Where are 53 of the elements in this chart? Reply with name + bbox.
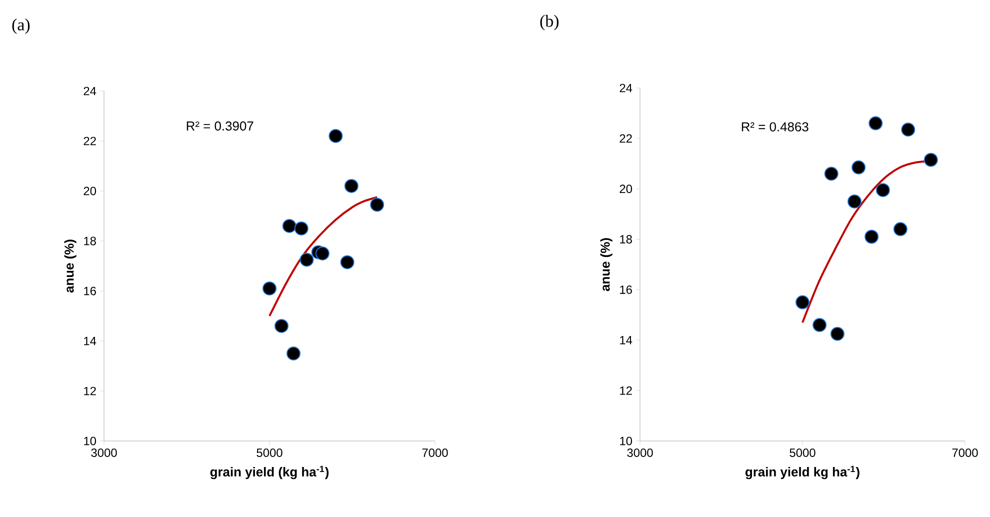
y-tick-label: 10 bbox=[84, 436, 96, 446]
y-tick-label: 12 bbox=[620, 386, 632, 395]
point bbox=[901, 122, 916, 137]
point bbox=[868, 116, 883, 130]
annotation: R² = 0.4863 bbox=[742, 122, 808, 132]
y-tick-label: 24 bbox=[620, 84, 632, 92]
chart-title: (a) bbox=[12, 18, 30, 34]
x-axis-title: grain yield kg ha$^{-1}$) bbox=[746, 466, 860, 480]
x-tick-label: 3000 bbox=[627, 448, 653, 457]
point bbox=[924, 152, 938, 167]
chart-title: (b) bbox=[540, 14, 559, 30]
point bbox=[848, 194, 862, 208]
x-axis-title: grain yield (kg ha$^{-1}$) bbox=[210, 466, 329, 480]
point bbox=[864, 230, 879, 244]
point bbox=[812, 318, 827, 332]
y-tick-label: 22 bbox=[620, 134, 632, 143]
point bbox=[300, 252, 314, 267]
y-tick-label: 24 bbox=[84, 86, 96, 96]
point bbox=[852, 160, 866, 174]
y-tick-label: 18 bbox=[84, 236, 96, 246]
y-tick-label: 20 bbox=[84, 186, 96, 196]
y-tick-label: 12 bbox=[84, 386, 96, 396]
y-tick-label: 14 bbox=[84, 336, 96, 346]
point bbox=[893, 222, 908, 236]
point bbox=[824, 166, 838, 181]
y-axis-title: anue (%) bbox=[64, 240, 76, 293]
point bbox=[315, 246, 330, 260]
point bbox=[796, 295, 810, 310]
y-axis-title: anue (%) bbox=[600, 238, 612, 292]
x-tick-label: 5000 bbox=[256, 448, 282, 457]
point bbox=[344, 178, 358, 193]
y-tick-label: 18 bbox=[620, 235, 632, 244]
y-tick-label: 14 bbox=[620, 336, 632, 344]
point bbox=[262, 281, 277, 296]
point bbox=[274, 318, 289, 333]
y-tick-label: 10 bbox=[620, 436, 632, 446]
point bbox=[328, 128, 343, 143]
point bbox=[876, 183, 890, 198]
y-tick-label: 20 bbox=[620, 184, 632, 194]
y-tick-label: 16 bbox=[620, 285, 632, 294]
x-tick-label: 3000 bbox=[91, 448, 117, 457]
annotation: R² = 0.3907 bbox=[186, 121, 254, 131]
x-tick-label: 5000 bbox=[790, 448, 816, 457]
y-tick-label: 16 bbox=[84, 286, 96, 296]
point bbox=[340, 255, 354, 270]
x-tick-label: 7000 bbox=[952, 448, 978, 457]
x-tick-label: 7000 bbox=[422, 448, 448, 457]
point bbox=[370, 198, 384, 212]
y-tick-label: 22 bbox=[84, 136, 96, 146]
point bbox=[282, 218, 296, 233]
point bbox=[286, 346, 301, 360]
point bbox=[294, 221, 308, 236]
point bbox=[830, 326, 844, 341]
